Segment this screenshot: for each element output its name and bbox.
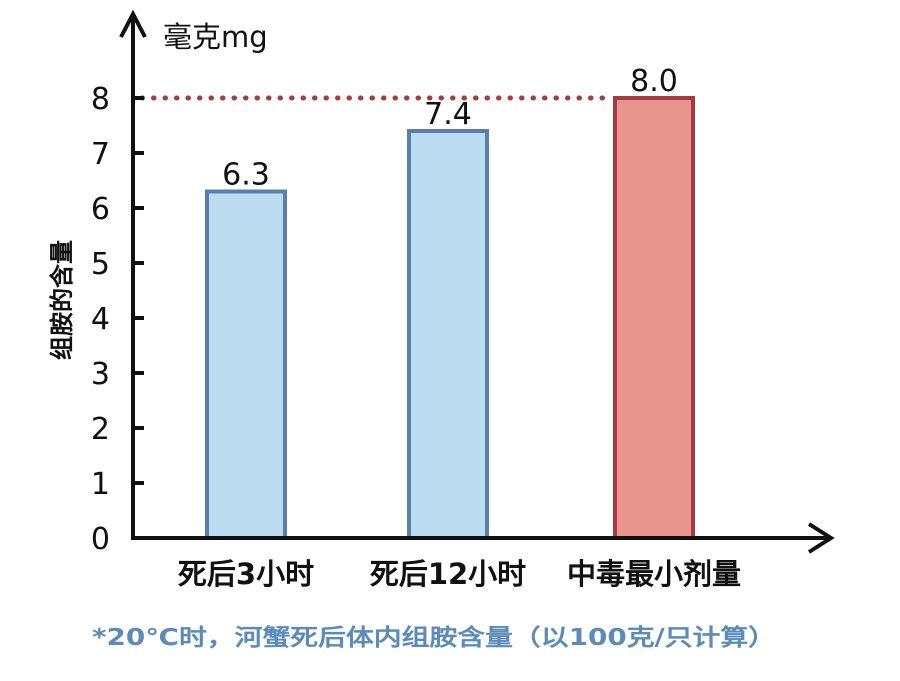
x-tick-labels: 死后3小时 死后12小时 中毒最小剂量 bbox=[178, 557, 741, 591]
value-label-3: 8.0 bbox=[630, 64, 678, 99]
x-tick-label-2: 死后12小时 bbox=[370, 557, 526, 591]
value-label-2: 7.4 bbox=[424, 97, 472, 132]
x-tick-label-1: 死后3小时 bbox=[178, 557, 314, 591]
y-tick-label: 5 bbox=[91, 247, 110, 282]
y-tick-label: 4 bbox=[91, 302, 110, 337]
footnote: *20℃时，河蟹死后体内组胺含量（以100克/只计算） bbox=[92, 624, 776, 651]
bar-3 bbox=[613, 96, 695, 540]
y-tick-label: 6 bbox=[91, 192, 110, 227]
y-tick-label: 1 bbox=[91, 467, 110, 502]
y-tick-label: 8 bbox=[91, 82, 110, 117]
x-tick-label-3: 中毒最小剂量 bbox=[567, 557, 741, 591]
y-tick-label: 3 bbox=[91, 357, 110, 392]
y-axis-title: 组胺的含量 bbox=[48, 240, 76, 360]
bar-1 bbox=[205, 189, 287, 540]
y-tick-label: 2 bbox=[91, 412, 110, 447]
x-axis-arrow bbox=[807, 522, 835, 554]
y-unit-label: 毫克mg bbox=[163, 20, 268, 54]
y-axis-arrow bbox=[119, 9, 147, 38]
y-tick-label: 7 bbox=[91, 137, 110, 172]
bars bbox=[205, 96, 695, 540]
bar-2 bbox=[407, 129, 489, 540]
axes bbox=[119, 9, 835, 554]
y-ticks: 0 1 2 3 4 5 6 7 8 bbox=[91, 82, 144, 557]
value-labels: 6.3 7.4 8.0 bbox=[222, 64, 678, 193]
value-label-1: 6.3 bbox=[222, 158, 270, 193]
y-tick-label: 0 bbox=[91, 522, 110, 557]
